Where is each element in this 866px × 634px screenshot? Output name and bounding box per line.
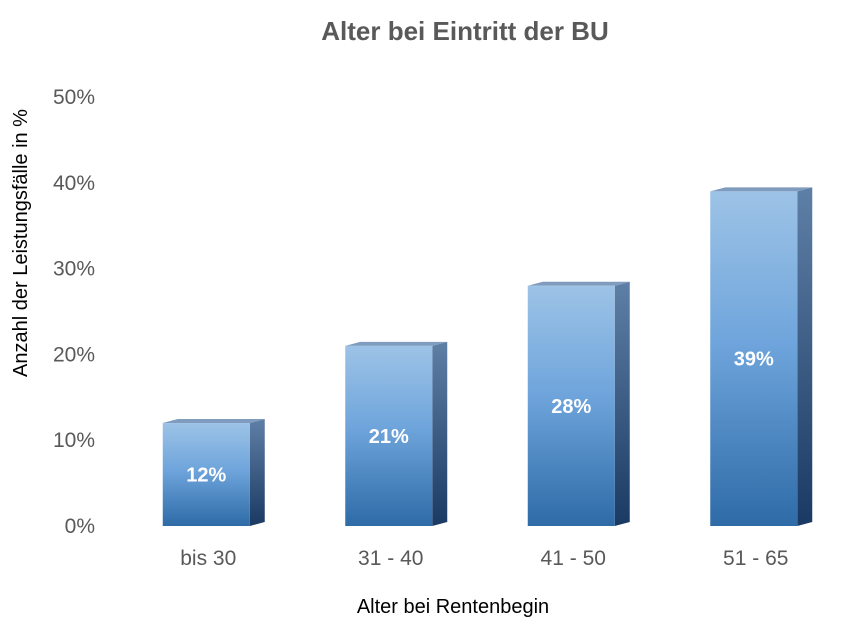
- y-tick-label: 0%: [65, 515, 95, 538]
- bar: [527, 285, 615, 526]
- bars-group: 12% 21% 28% 39%: [162, 187, 813, 526]
- bar-top: [710, 187, 813, 192]
- bar-value-label: 28%: [551, 396, 591, 418]
- bar-top: [162, 419, 265, 424]
- y-axis-ticks: 0% 10% 20% 30% 40% 50%: [53, 86, 95, 538]
- x-category-label: bis 30: [180, 547, 236, 570]
- bar: [710, 191, 798, 526]
- x-axis-label: Alter bei Rentenbegin: [357, 596, 549, 618]
- bar-side: [249, 419, 265, 526]
- bar: [345, 345, 433, 526]
- x-category-label: 41 - 50: [541, 547, 606, 570]
- bar-side: [797, 187, 813, 526]
- y-tick-label: 10%: [53, 429, 95, 452]
- y-tick-label: 50%: [53, 86, 95, 109]
- x-category-label: 51 - 65: [723, 547, 788, 570]
- bar-value-label: 12%: [186, 465, 226, 487]
- bar-side: [614, 281, 630, 526]
- bar-value-label: 21%: [369, 426, 409, 448]
- bar: [162, 423, 250, 526]
- bar-top: [527, 281, 630, 286]
- y-tick-label: 20%: [53, 343, 95, 366]
- x-category-label: 31 - 40: [358, 547, 423, 570]
- y-tick-label: 40%: [53, 172, 95, 195]
- y-tick-label: 30%: [53, 258, 95, 281]
- bar-side: [432, 341, 448, 526]
- chart-title: Alter bei Eintritt der BU: [321, 16, 608, 46]
- y-axis-label: Anzahl der Leistungsfälle in %: [10, 109, 32, 377]
- bar-top: [345, 341, 448, 346]
- bar-value-label: 39%: [734, 349, 774, 371]
- x-axis-categories: bis 30 31 - 40 41 - 50 51 - 65: [180, 547, 788, 570]
